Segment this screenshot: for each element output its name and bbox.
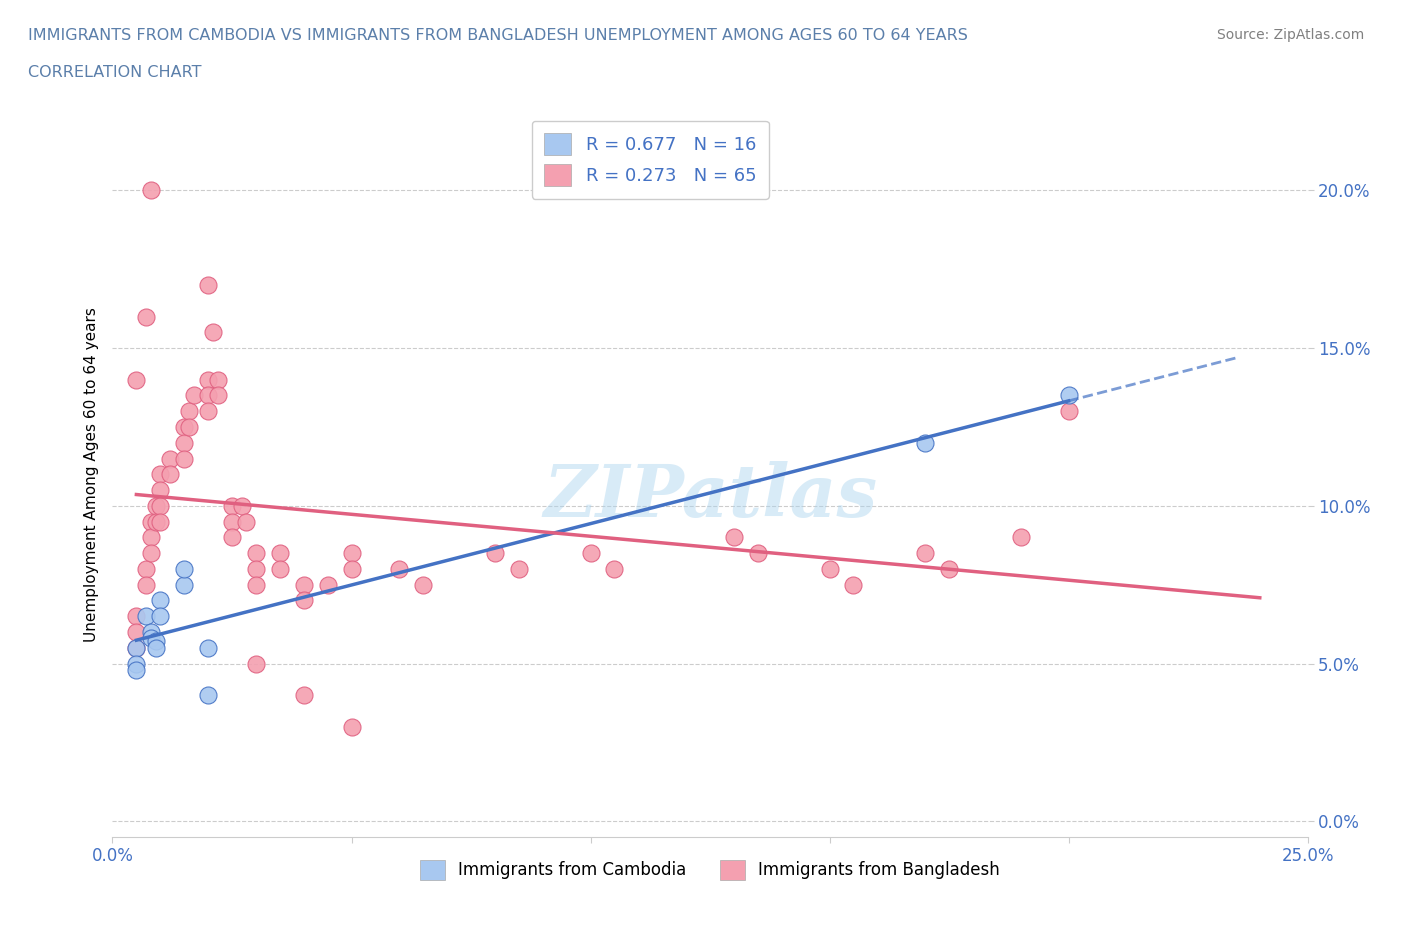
Point	[197, 687, 219, 702]
Point	[245, 656, 267, 671]
Point	[221, 514, 243, 529]
Point	[316, 578, 339, 592]
Point	[149, 498, 172, 513]
Point	[125, 625, 148, 640]
Point	[149, 483, 172, 498]
Point	[139, 631, 162, 645]
Point	[139, 183, 162, 198]
Point	[139, 514, 162, 529]
Point	[173, 562, 195, 577]
Point	[818, 562, 841, 577]
Point	[125, 609, 148, 624]
Legend: Immigrants from Cambodia, Immigrants from Bangladesh: Immigrants from Cambodia, Immigrants fro…	[413, 853, 1007, 886]
Point	[135, 578, 157, 592]
Point	[159, 467, 181, 482]
Point	[149, 514, 172, 529]
Point	[125, 662, 148, 677]
Point	[1057, 404, 1080, 418]
Point	[388, 562, 411, 577]
Point	[292, 687, 315, 702]
Point	[484, 546, 506, 561]
Point	[245, 578, 267, 592]
Y-axis label: Unemployment Among Ages 60 to 64 years: Unemployment Among Ages 60 to 64 years	[83, 307, 98, 642]
Text: CORRELATION CHART: CORRELATION CHART	[28, 65, 201, 80]
Point	[221, 530, 243, 545]
Point	[173, 435, 195, 450]
Point	[149, 609, 172, 624]
Point	[139, 530, 162, 545]
Point	[221, 498, 243, 513]
Point	[1010, 530, 1032, 545]
Point	[914, 435, 936, 450]
Point	[603, 562, 626, 577]
Point	[412, 578, 434, 592]
Point	[747, 546, 769, 561]
Point	[245, 562, 267, 577]
Point	[125, 641, 148, 656]
Point	[177, 419, 200, 434]
Point	[125, 641, 148, 656]
Point	[139, 625, 162, 640]
Point	[139, 546, 162, 561]
Point	[145, 634, 167, 649]
Point	[201, 325, 224, 339]
Point	[149, 593, 172, 608]
Point	[723, 530, 745, 545]
Point	[197, 641, 219, 656]
Point	[292, 578, 315, 592]
Point	[340, 562, 363, 577]
Point	[197, 404, 219, 418]
Point	[340, 546, 363, 561]
Point	[842, 578, 865, 592]
Point	[197, 388, 219, 403]
Point	[269, 562, 291, 577]
Text: Source: ZipAtlas.com: Source: ZipAtlas.com	[1216, 28, 1364, 42]
Point	[177, 404, 200, 418]
Point	[340, 719, 363, 734]
Point	[159, 451, 181, 466]
Point	[914, 546, 936, 561]
Point	[173, 578, 195, 592]
Point	[197, 278, 219, 293]
Point	[292, 593, 315, 608]
Point	[207, 372, 229, 387]
Point	[135, 562, 157, 577]
Point	[245, 546, 267, 561]
Point	[183, 388, 205, 403]
Point	[135, 609, 157, 624]
Point	[173, 451, 195, 466]
Point	[938, 562, 960, 577]
Point	[508, 562, 530, 577]
Point	[231, 498, 253, 513]
Point	[579, 546, 602, 561]
Point	[125, 656, 148, 671]
Point	[145, 498, 167, 513]
Point	[173, 419, 195, 434]
Point	[125, 372, 148, 387]
Point	[269, 546, 291, 561]
Text: IMMIGRANTS FROM CAMBODIA VS IMMIGRANTS FROM BANGLADESH UNEMPLOYMENT AMONG AGES 6: IMMIGRANTS FROM CAMBODIA VS IMMIGRANTS F…	[28, 28, 967, 43]
Point	[149, 467, 172, 482]
Point	[145, 514, 167, 529]
Point	[1057, 388, 1080, 403]
Point	[207, 388, 229, 403]
Text: ZIPatlas: ZIPatlas	[543, 460, 877, 532]
Point	[135, 309, 157, 324]
Point	[235, 514, 257, 529]
Point	[145, 641, 167, 656]
Point	[197, 372, 219, 387]
